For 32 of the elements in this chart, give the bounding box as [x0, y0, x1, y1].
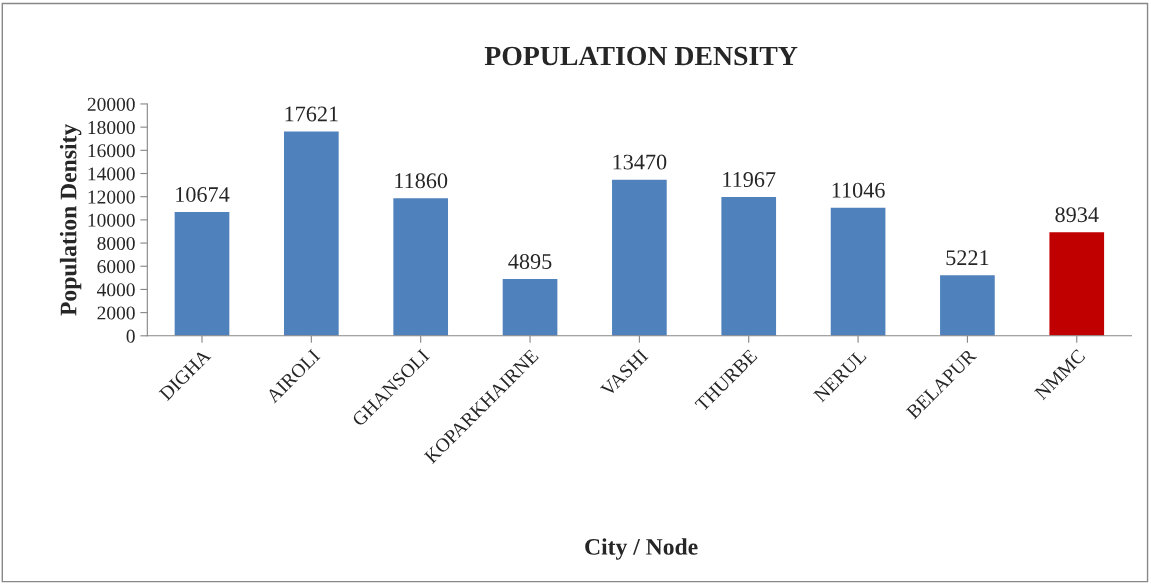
x-axis-title: City / Node: [585, 538, 698, 560]
y-tick-label: 6000: [97, 260, 135, 274]
bar: [174, 212, 230, 336]
data-label: 13470: [613, 154, 667, 170]
y-tick-label: 2000: [97, 306, 135, 320]
y-tick-label: 8000: [97, 236, 135, 250]
data-label: 11046: [832, 182, 885, 198]
y-tick-label: 20000: [87, 97, 135, 111]
y-tick-label: 10000: [88, 213, 135, 227]
y-tick-label: 0: [126, 329, 135, 343]
bar: [940, 275, 995, 336]
bar: [721, 197, 777, 336]
data-label: 4895: [508, 253, 552, 269]
bar: [612, 179, 667, 336]
data-label: 5221: [946, 250, 989, 266]
y-tick-label: 4000: [97, 283, 135, 297]
data-label: 11967: [723, 172, 776, 187]
bar: [502, 279, 558, 336]
data-label: 11860: [395, 173, 448, 189]
y-tick-label: 14000: [88, 167, 135, 181]
y-tick-label: 12000: [88, 190, 135, 204]
y-tick-label: 16000: [88, 144, 135, 158]
bar: [284, 131, 339, 336]
y-tick-label: 18000: [88, 120, 135, 135]
bar: [1049, 232, 1105, 336]
bar: [393, 198, 449, 336]
data-label: 10674: [176, 187, 230, 202]
bar: [830, 207, 886, 336]
y-axis-title: Population Density: [59, 124, 82, 316]
data-label: 8934: [1055, 207, 1099, 223]
chart-title: POPULATION DENSITY: [484, 46, 798, 66]
data-label: 17621: [285, 106, 338, 122]
